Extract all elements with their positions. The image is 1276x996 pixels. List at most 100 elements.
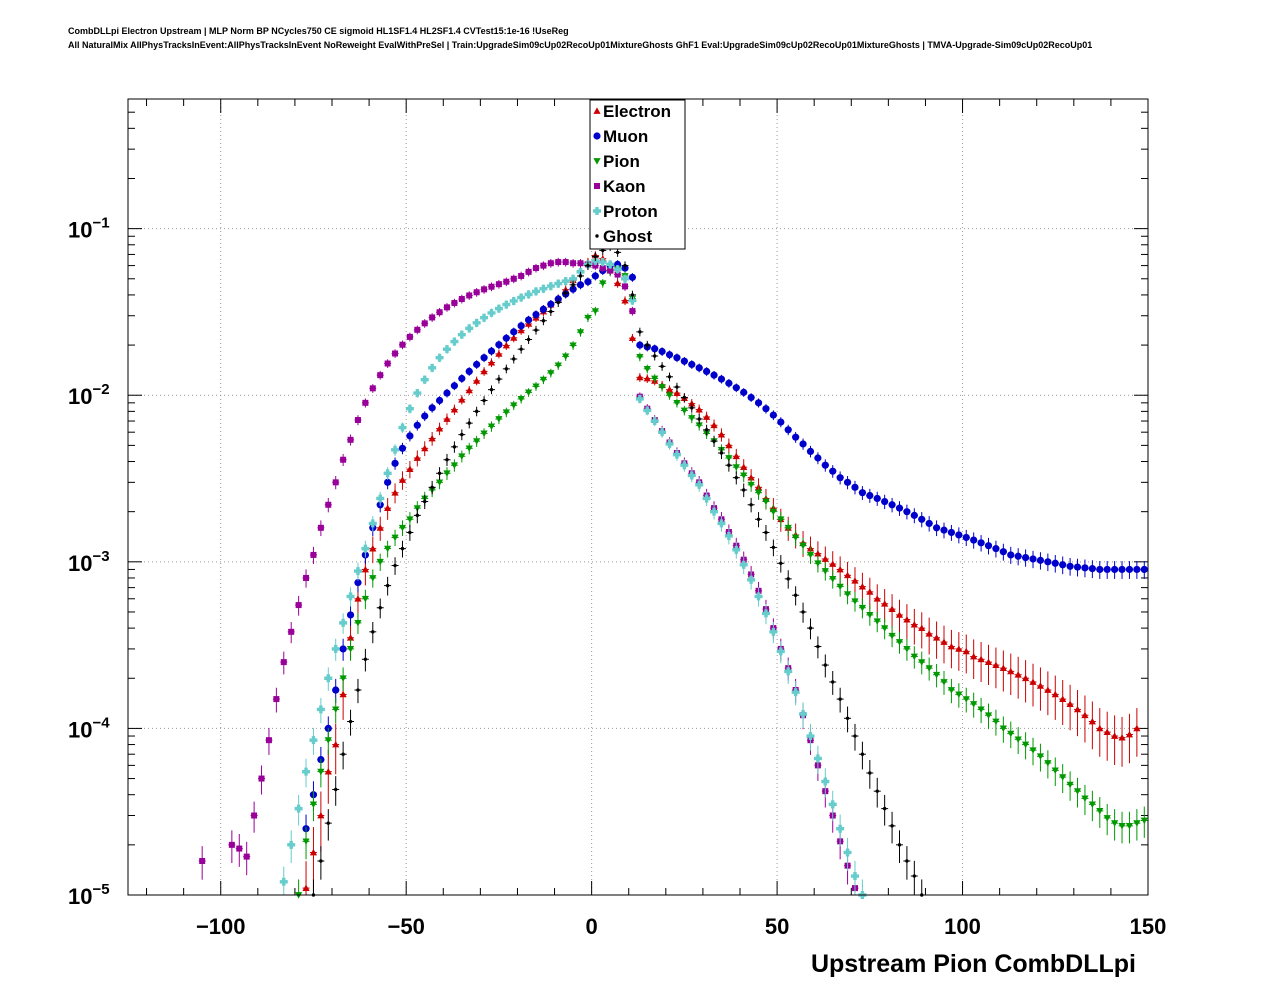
data-point <box>925 519 933 528</box>
data-point <box>843 571 852 579</box>
data-point <box>1088 717 1096 725</box>
data-point <box>793 593 798 597</box>
data-point <box>977 706 985 714</box>
data-point <box>903 646 911 653</box>
data-point <box>628 334 637 342</box>
data-point <box>547 300 555 308</box>
data-point <box>319 859 323 863</box>
data-point <box>473 360 481 369</box>
data-point <box>391 534 399 542</box>
data-point <box>534 328 538 332</box>
data-point <box>524 316 533 324</box>
data-point <box>591 308 599 315</box>
data-point <box>592 262 599 269</box>
data-point <box>533 265 539 272</box>
data-point <box>556 300 560 305</box>
data-point <box>435 353 444 362</box>
data-point <box>445 458 449 462</box>
data-point <box>881 600 889 607</box>
data-point <box>406 333 413 340</box>
data-point <box>984 712 993 719</box>
data-point <box>353 567 362 576</box>
data-point <box>400 546 405 551</box>
data-point <box>629 308 636 315</box>
data-point <box>435 396 444 405</box>
data-point <box>309 736 318 745</box>
data-point <box>895 611 904 618</box>
data-point <box>725 455 733 462</box>
data-point <box>1066 700 1074 707</box>
data-point <box>428 363 437 372</box>
data-point <box>1133 565 1141 574</box>
data-point <box>539 305 548 313</box>
data-point <box>866 588 874 595</box>
data-point <box>1029 747 1037 754</box>
data-point <box>494 304 503 313</box>
data-point <box>821 555 829 562</box>
data-point <box>1088 565 1096 573</box>
data-point <box>688 360 696 369</box>
data-point <box>458 374 466 383</box>
legend-label-ghost: Ghost <box>603 227 652 246</box>
data-point <box>732 384 740 392</box>
data-point <box>754 489 763 497</box>
data-point <box>613 265 622 274</box>
data-point <box>1066 562 1074 570</box>
data-point <box>740 463 748 471</box>
data-point <box>1066 781 1074 789</box>
data-point <box>999 548 1007 556</box>
data-point <box>897 843 902 847</box>
data-point <box>836 474 844 482</box>
data-point <box>524 290 533 299</box>
data-point <box>593 254 598 259</box>
data-point <box>962 696 970 703</box>
data-point <box>643 406 652 415</box>
data-point <box>415 513 420 518</box>
data-point <box>628 273 637 281</box>
data-point <box>918 659 926 666</box>
legend-marker-kaon <box>594 183 600 189</box>
x-tick-label: 0 <box>586 914 598 939</box>
data-point <box>199 857 206 864</box>
data-point <box>586 263 590 268</box>
data-point <box>1007 667 1015 675</box>
data-point <box>236 845 243 852</box>
data-point <box>814 454 822 462</box>
data-point <box>831 680 835 684</box>
data-point <box>450 337 459 346</box>
data-point <box>1007 551 1015 559</box>
data-point <box>413 421 421 429</box>
data-point <box>650 417 659 426</box>
data-point <box>702 494 711 503</box>
data-point <box>435 425 444 432</box>
data-point <box>519 347 523 351</box>
data-point <box>1073 705 1082 713</box>
data-point <box>371 630 375 634</box>
data-point <box>747 575 756 584</box>
data-point <box>1088 801 1096 808</box>
data-point <box>843 848 852 857</box>
data-point <box>495 281 502 288</box>
data-point <box>332 740 340 748</box>
data-point <box>502 341 510 349</box>
data-point <box>571 283 575 287</box>
data-point <box>1081 711 1089 719</box>
data-point <box>836 565 844 573</box>
data-point <box>740 472 748 480</box>
data-point <box>1036 682 1045 689</box>
data-point <box>384 478 392 486</box>
data-point <box>860 752 865 756</box>
data-point <box>495 341 503 349</box>
data-point <box>806 552 815 559</box>
data-point <box>577 260 584 267</box>
data-point <box>823 663 828 667</box>
data-point <box>643 374 651 382</box>
legend-marker-proton <box>593 207 601 215</box>
data-point <box>703 367 711 376</box>
data-point <box>695 422 703 429</box>
data-point <box>362 399 369 406</box>
data-point <box>769 627 778 636</box>
data-point <box>636 353 644 361</box>
y-tick-label: 10−5 <box>68 881 110 909</box>
data-point <box>332 706 340 714</box>
